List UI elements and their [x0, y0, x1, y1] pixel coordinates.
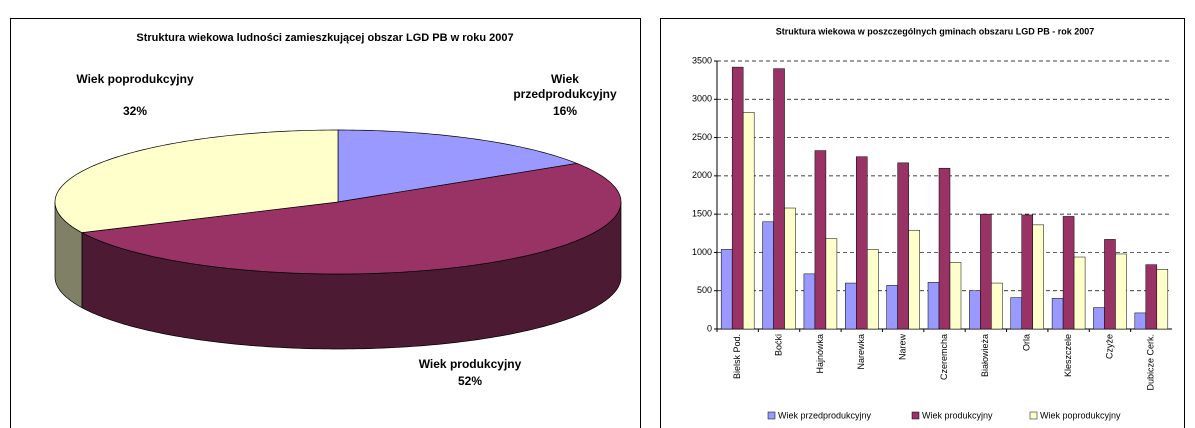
bar — [1051, 298, 1064, 330]
bar — [886, 285, 898, 330]
bar — [845, 282, 857, 330]
legend-label: Wiek przedprodukcyjny — [778, 410, 872, 420]
pie-value-label: 16% — [552, 104, 578, 118]
pie-label: Wiek produkcyjny — [418, 357, 522, 371]
x-tick-label: Boćki — [773, 334, 783, 356]
bar — [1156, 269, 1169, 330]
pie-slice — [54, 129, 339, 234]
bar — [1115, 253, 1127, 330]
bar — [867, 249, 879, 330]
legend-swatch — [911, 411, 920, 420]
bar-title: Struktura wiekowa w poszczególnych gmina… — [776, 26, 1095, 36]
bar — [1021, 214, 1033, 330]
bar — [856, 156, 868, 330]
bar — [1010, 297, 1022, 330]
x-tick-label: Białowieża — [980, 334, 990, 377]
bar — [949, 262, 962, 330]
bar — [938, 167, 951, 330]
y-tick-label: 2500 — [692, 132, 712, 142]
legend-swatch — [1029, 411, 1038, 420]
pie-label: Wiek przedprodukcyjny — [513, 72, 617, 101]
bar — [1032, 224, 1044, 330]
pie-value-label: 32% — [122, 104, 148, 118]
pie-slice — [80, 163, 622, 275]
x-tick-label: Dubicze Cerk. — [1146, 334, 1156, 391]
bar — [927, 282, 940, 330]
bar — [742, 112, 755, 330]
x-tick-label: Czeremcha — [939, 334, 949, 380]
bar — [762, 221, 774, 330]
y-tick-label: 1500 — [692, 209, 712, 219]
pie-title: Struktura wiekowa ludności zamieszkujące… — [136, 32, 513, 44]
bar — [720, 249, 733, 330]
bar — [825, 238, 838, 330]
bar — [969, 290, 981, 330]
x-tick-label: Bielsk Pod. — [732, 334, 742, 379]
bar — [1073, 256, 1086, 330]
y-tick-label: 3500 — [692, 55, 712, 65]
bar — [991, 282, 1003, 330]
bar — [1134, 312, 1147, 330]
bar-frame — [660, 18, 1185, 428]
y-tick-label: 0 — [707, 323, 712, 333]
x-tick-label: Czyże — [1104, 334, 1114, 359]
x-tick-label: Hajnówka — [815, 334, 825, 374]
bar — [908, 229, 920, 330]
bar — [731, 66, 744, 330]
bar — [1104, 239, 1116, 330]
x-tick-label: Kleszczele — [1063, 334, 1073, 377]
pie-value-label: 52% — [457, 374, 483, 388]
pie-frame — [10, 18, 641, 428]
legend-label: Wiek poprodukcyjny — [1040, 410, 1121, 420]
legend-label: Wiek produkcyjny — [922, 410, 993, 420]
y-tick-label: 500 — [697, 285, 712, 295]
y-tick-label: 2000 — [692, 170, 712, 180]
y-tick-label: 3000 — [692, 94, 712, 104]
x-tick-label: Orla — [1022, 334, 1032, 351]
bar — [1093, 307, 1105, 330]
bar — [784, 207, 796, 330]
bar — [814, 150, 827, 330]
pie-slice — [337, 129, 579, 203]
bar — [803, 273, 816, 330]
bar — [897, 162, 909, 330]
pie-label: Wiek poprodukcyjny — [76, 72, 194, 86]
legend-swatch — [767, 411, 776, 420]
bar — [1062, 216, 1075, 330]
y-tick-label: 1000 — [692, 247, 712, 257]
x-tick-label: Narewka — [856, 334, 866, 370]
bar — [1145, 264, 1158, 330]
bar — [773, 68, 785, 330]
x-tick-label: Narew — [898, 334, 908, 361]
bar — [980, 213, 992, 330]
